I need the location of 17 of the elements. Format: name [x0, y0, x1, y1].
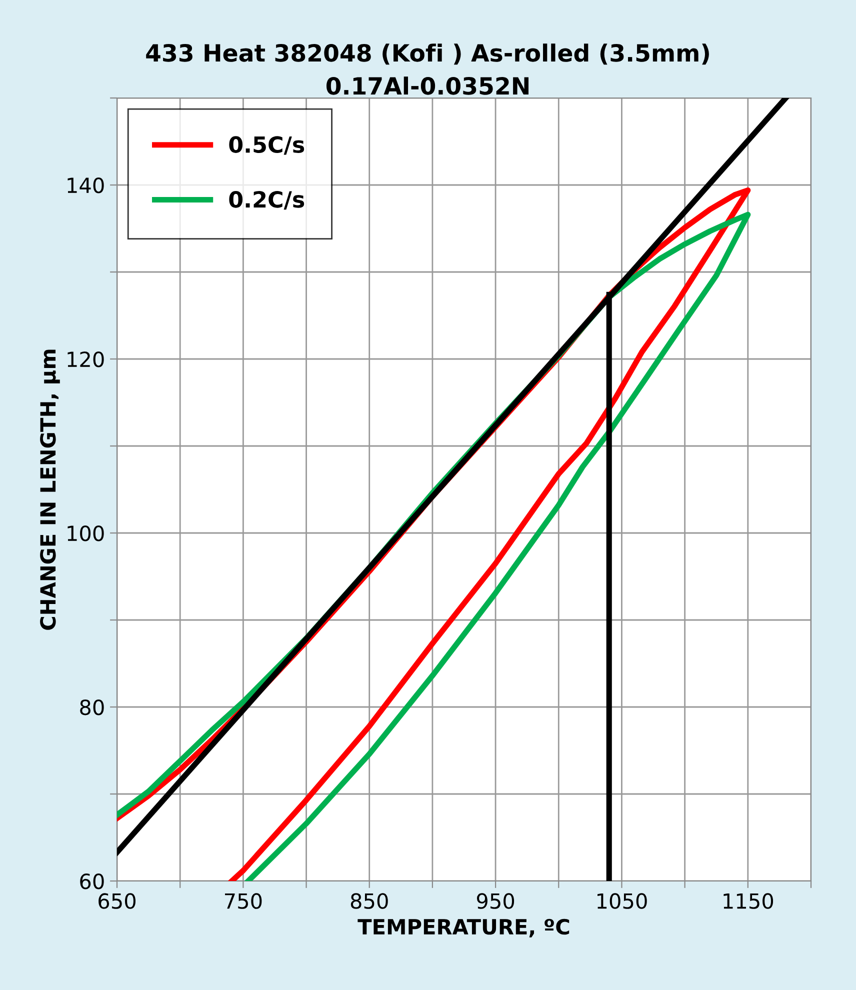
x-tick-label: 950 [476, 893, 514, 909]
y-axis-title: CHANGE IN LENGTH, µm [40, 350, 60, 630]
y-tick-label: 60 [80, 873, 104, 890]
y-tick-label: 140 [68, 177, 104, 194]
x-tick-label: 750 [225, 893, 262, 909]
chart-title: 433 Heat 382048 (Kofi ) As-rolled (3.5mm) [146, 44, 709, 65]
y-tick-label: 80 [80, 699, 104, 716]
x-tick-label: 1150 [724, 893, 774, 909]
y-tick-label: 120 [68, 351, 104, 368]
x-tick-label: 850 [350, 893, 388, 909]
chart-subtitle: 0.17Al-0.0352N [326, 76, 528, 95]
legend-label: 0.5C/s [229, 136, 304, 155]
legend-label: 0.2C/s [229, 191, 304, 210]
x-tick-label: 650 [98, 893, 136, 909]
x-tick-label: 1050 [598, 893, 647, 909]
y-tick-label: 100 [68, 525, 104, 542]
x-axis-title: TEMPERATURE, ºC [358, 918, 570, 938]
